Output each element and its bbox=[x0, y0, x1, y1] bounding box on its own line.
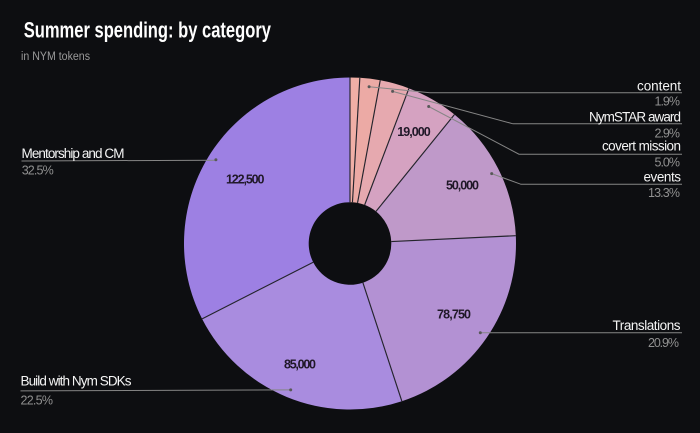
svg-text:1.9%: 1.9% bbox=[655, 94, 681, 108]
svg-text:13.3%: 13.3% bbox=[648, 186, 680, 200]
svg-text:Mentorship and CM: Mentorship and CM bbox=[22, 146, 125, 161]
svg-text:22.5%: 22.5% bbox=[21, 394, 54, 408]
svg-text:19,000: 19,000 bbox=[397, 125, 431, 139]
svg-text:content: content bbox=[637, 79, 681, 94]
svg-text:Build with Nym SDKs: Build with Nym SDKs bbox=[21, 373, 132, 388]
svg-text:events: events bbox=[644, 169, 682, 184]
svg-text:85,000: 85,000 bbox=[284, 358, 316, 372]
svg-text:in NYM tokens: in NYM tokens bbox=[21, 51, 90, 63]
svg-text:2.9%: 2.9% bbox=[655, 126, 681, 140]
svg-text:Summer spending: by category: Summer spending: by category bbox=[24, 18, 272, 43]
svg-text:78,750: 78,750 bbox=[437, 308, 471, 322]
svg-text:50,000: 50,000 bbox=[446, 179, 479, 193]
svg-text:NymSTAR award: NymSTAR award bbox=[589, 110, 681, 125]
svg-text:122,500: 122,500 bbox=[226, 173, 265, 187]
svg-text:covert mission: covert mission bbox=[602, 139, 681, 154]
svg-text:20.9%: 20.9% bbox=[648, 336, 679, 350]
svg-text:Translations: Translations bbox=[613, 318, 681, 333]
svg-text:5.0%: 5.0% bbox=[655, 156, 681, 170]
svg-text:32.5%: 32.5% bbox=[22, 164, 54, 178]
